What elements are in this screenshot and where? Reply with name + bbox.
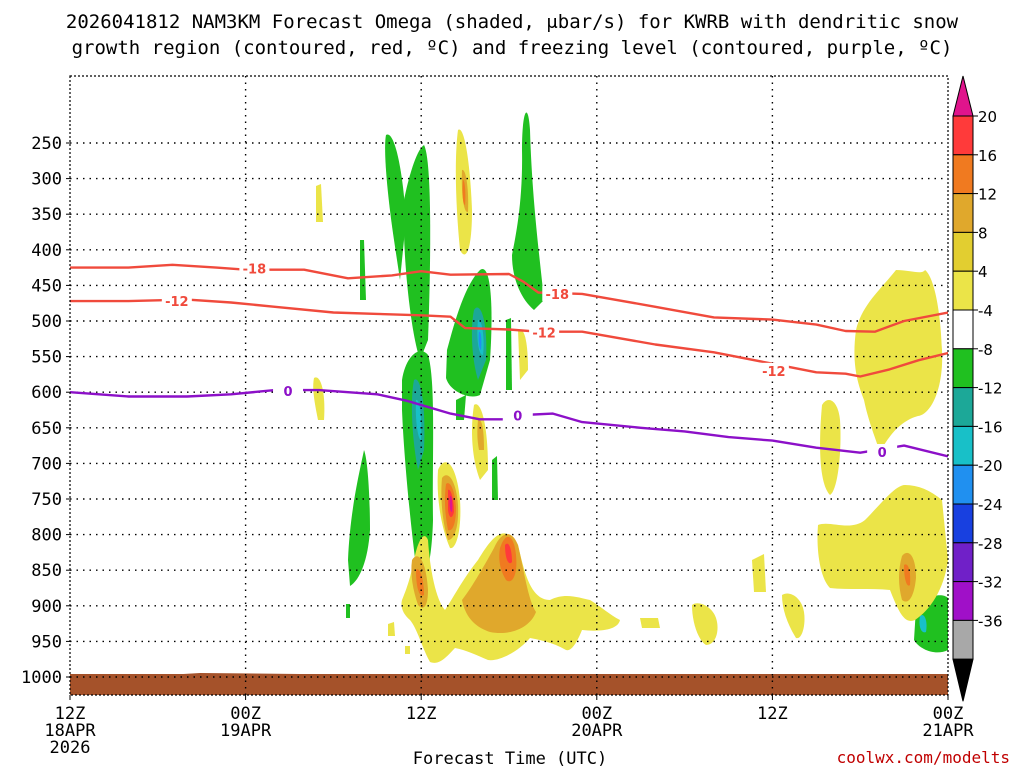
colorbar-swatch (952, 619, 974, 660)
omega-colorbar: 20 16 12 8 4 -4 -8 -12 -16 -20 -24 -28 -32 -36 (952, 75, 1003, 702)
colorbar-label: -24 (978, 496, 1003, 514)
colorbar-swatch (952, 309, 974, 350)
pressure-tick-label: 950 (31, 632, 62, 652)
colorbar-swatch (952, 503, 974, 544)
pressure-axis: 250 300 350 400 450 500 550 600 650 700 750 800 850 9… (21, 134, 70, 688)
chart-title-line1: 2026041812 NAM3KM Forecast Omega (shaded… (66, 11, 959, 33)
contour-label: 0 (284, 385, 293, 400)
time-tick-label: 00Z (230, 704, 261, 724)
colorbar-swatch (952, 270, 974, 311)
colorbar-swatch (952, 387, 974, 427)
contour-label-bg (542, 285, 573, 301)
time-tick-label: 19APR (220, 721, 272, 741)
pressure-tick-label: 900 (31, 597, 62, 617)
contour-label-bg (273, 382, 304, 398)
contour-0 (70, 388, 948, 458)
contour-label-bg (867, 444, 898, 460)
pressure-tick-label: 1000 (21, 668, 62, 688)
contour-label-bg (758, 362, 789, 378)
colorbar-label: 8 (978, 224, 988, 242)
colorbar-label: -28 (978, 535, 1003, 553)
time-tick-label: 12Z (757, 704, 788, 724)
pressure-tick-label: 750 (31, 490, 62, 510)
colorbar-swatch (952, 348, 974, 389)
pressure-tick-label: 500 (31, 312, 62, 332)
colorbar-swatch (952, 464, 974, 505)
colorbar-bottom-arrow (952, 658, 974, 702)
contour-label: 0 (878, 446, 887, 461)
colorbar-label: -12 (978, 380, 1003, 398)
colorbar-label: 16 (978, 147, 997, 165)
colorbar-swatch (952, 115, 974, 156)
contour-label: -12 (762, 365, 786, 380)
time-tick-label: 20APR (571, 721, 623, 741)
pressure-tick-label: 450 (31, 276, 62, 296)
contour-labels: -18 -18 -12 -12 -12 0 0 0 (161, 260, 898, 461)
colorbar-swatch (952, 231, 974, 272)
pressure-tick-label: 350 (31, 205, 62, 225)
ground-top-edge (70, 673, 948, 695)
colorbar-label: -20 (978, 457, 1003, 475)
omega-shading (313, 112, 948, 663)
contour--18 (70, 263, 948, 333)
pressure-tick-label: 800 (31, 526, 62, 546)
colorbar-label: 4 (978, 263, 988, 281)
colorbar-label: 20 (978, 108, 997, 126)
colorbar-swatch (952, 581, 974, 621)
x-axis-label: Forecast Time (UTC) (413, 749, 607, 768)
colorbar-swatch (952, 542, 974, 583)
colorbar-label: -16 (978, 418, 1003, 436)
colorbar-label: -4 (978, 302, 993, 320)
colorbar-label: 12 (978, 186, 997, 204)
pressure-tick-label: 550 (31, 348, 62, 368)
contour-label-bg (239, 260, 270, 276)
source-credit: coolwx.com/modelts (837, 748, 1010, 767)
colorbar-top-arrow (952, 75, 974, 117)
pressure-tick-label: 250 (31, 134, 62, 154)
chart-title-line2: growth region (contoured, red, ºC) and f… (72, 37, 953, 59)
contour-label: 0 (513, 410, 522, 425)
contour-label-bg (529, 324, 560, 340)
time-tick-label: 12Z (55, 704, 86, 724)
colorbar-label: -32 (978, 574, 1003, 592)
pressure-tick-label: 700 (31, 454, 62, 474)
pressure-tick-label: 400 (31, 241, 62, 261)
contour-label: -12 (532, 326, 556, 341)
contour-label-bg (161, 293, 192, 309)
colorbar-swatch (952, 425, 974, 466)
time-tick-label: 00Z (581, 704, 612, 724)
pressure-tick-label: 650 (31, 419, 62, 439)
pressure-tick-label: 850 (31, 561, 62, 581)
colorbar-label: -8 (978, 341, 993, 359)
contour-label-bg (502, 407, 533, 423)
contour-label: -18 (546, 288, 570, 303)
plot-frame (69, 75, 949, 696)
time-tick-label: 18APR (44, 721, 96, 741)
contour-label: -18 (243, 262, 267, 277)
time-tick-label: 21APR (922, 721, 974, 741)
colorbar-swatch (952, 154, 974, 195)
pressure-tick-label: 600 (31, 383, 62, 403)
colorbar-swatch (952, 193, 974, 233)
contour-label: -12 (165, 295, 189, 310)
time-tick-label: 2026 (50, 738, 91, 758)
time-tick-label: 12Z (406, 704, 437, 724)
contour--12 (70, 298, 948, 378)
time-tick-label: 00Z (933, 704, 964, 724)
pressure-tick-label: 300 (31, 170, 62, 190)
colorbar-label: -36 (978, 612, 1003, 630)
